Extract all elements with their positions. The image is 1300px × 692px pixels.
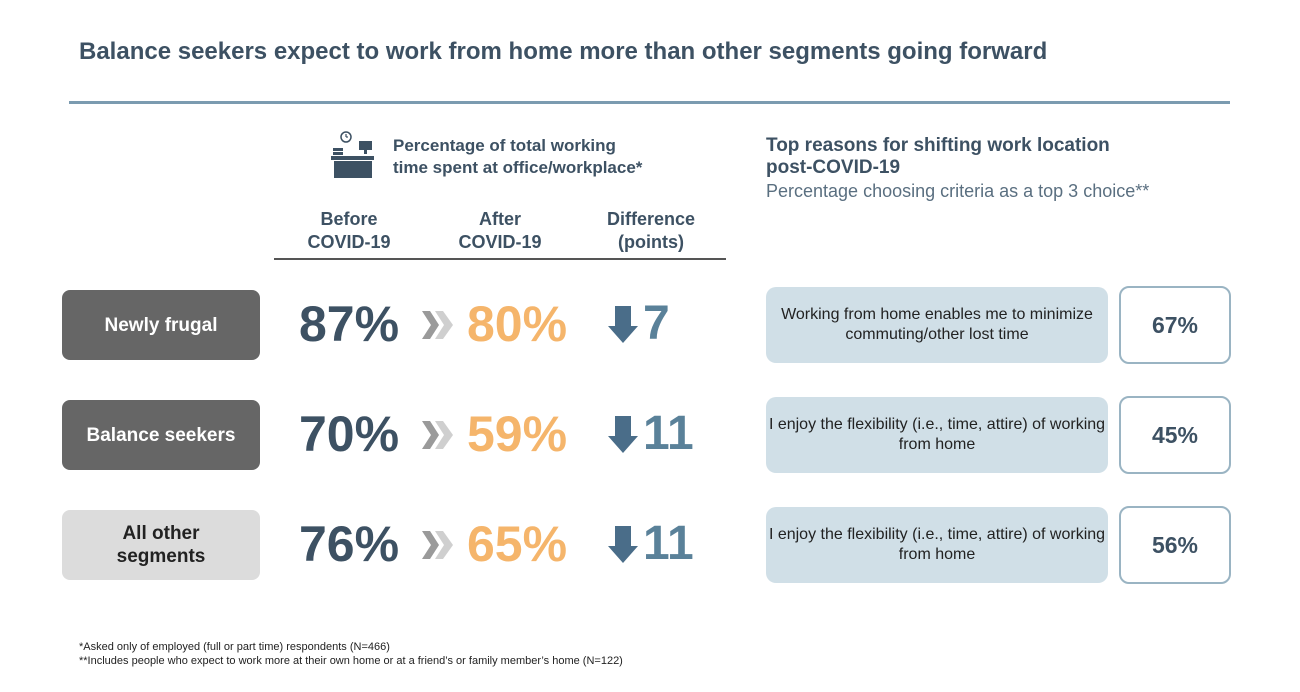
reason-share: 45% xyxy=(1119,396,1231,474)
before-value: 76% xyxy=(298,516,400,572)
footnote: *Asked only of employed (full or part ti… xyxy=(79,641,390,653)
after-value: 59% xyxy=(466,406,568,462)
column-header: After COVID-19 xyxy=(458,209,542,252)
desk-icon xyxy=(331,131,374,178)
reason-share: 67% xyxy=(1119,286,1231,364)
column-rule xyxy=(274,258,726,260)
footnote: **Includes people who expect to work mor… xyxy=(79,655,623,667)
chevrons xyxy=(422,311,453,339)
segment-label: Balance seekers xyxy=(62,400,260,470)
before-value: 87% xyxy=(298,296,400,352)
chevrons xyxy=(422,421,453,449)
right-panel-subtitle: Percentage choosing criteria as a top 3 … xyxy=(766,181,1150,201)
column-header: Difference (points) xyxy=(606,209,696,252)
difference-value: 11 xyxy=(643,517,694,570)
divider xyxy=(69,101,1230,104)
reason-box: I enjoy the flexibility (i.e., time, att… xyxy=(766,397,1108,473)
down-arrow xyxy=(608,306,638,343)
reason-box: I enjoy the flexibility (i.e., time, att… xyxy=(766,507,1108,583)
chevrons xyxy=(422,531,453,559)
before-value: 70% xyxy=(298,406,400,462)
left-panel-title: Percentage of total working time spent a… xyxy=(393,136,643,177)
down-arrow xyxy=(608,526,638,563)
reason-box: Working from home enables me to minimize… xyxy=(766,287,1108,363)
right-panel-title: Top reasons for shifting work location p… xyxy=(766,135,1110,178)
title: Balance seekers expect to work from home… xyxy=(79,38,1048,65)
segment-label: Newly frugal xyxy=(62,290,260,360)
difference-value: 11 xyxy=(643,407,694,460)
down-arrow xyxy=(608,416,638,453)
after-value: 80% xyxy=(466,296,568,352)
difference-value: 7 xyxy=(643,297,670,350)
column-header: Before COVID-19 xyxy=(307,209,391,252)
segment-label: All other segments xyxy=(62,510,260,580)
after-value: 65% xyxy=(466,516,568,572)
reason-share: 56% xyxy=(1119,506,1231,584)
